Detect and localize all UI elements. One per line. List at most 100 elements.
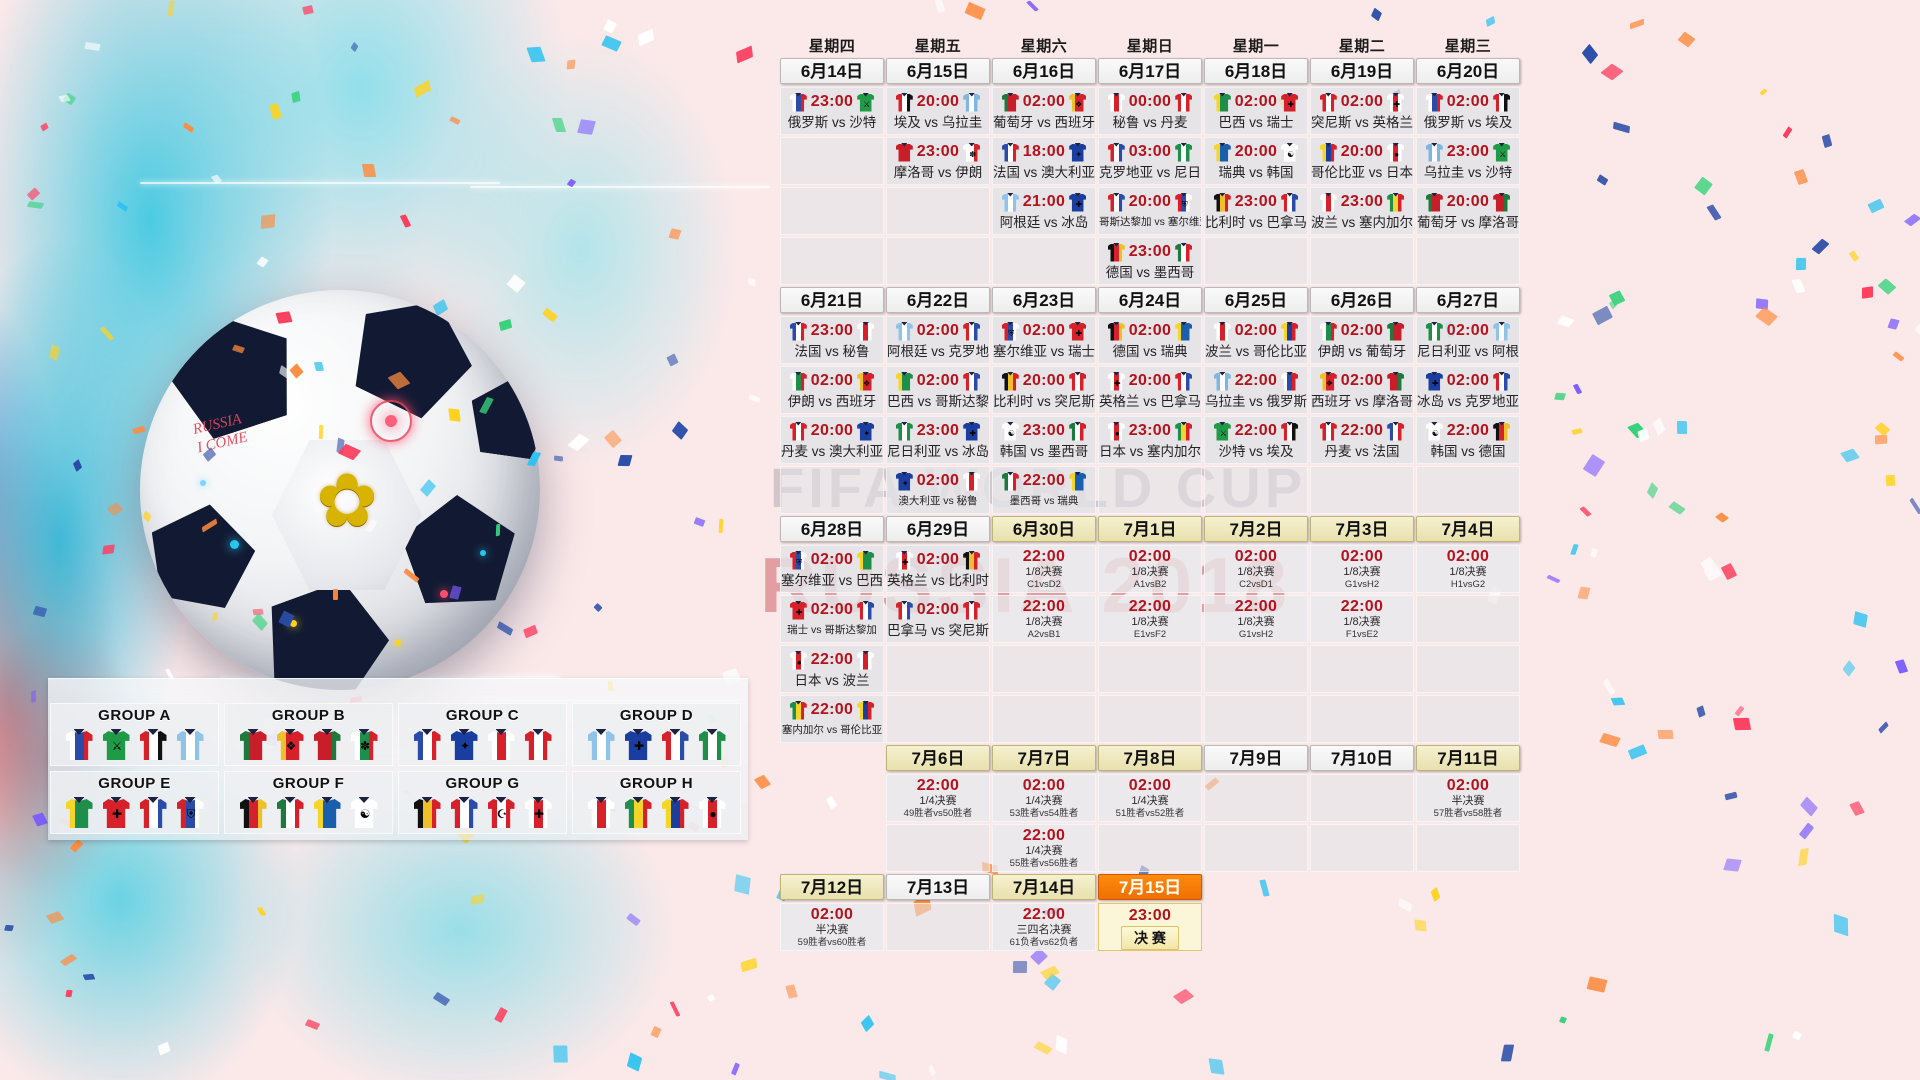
date-button[interactable]: 6月17日	[1098, 58, 1202, 84]
match-cell[interactable]: 20:00 ⛨ 哥斯达黎加 vs 塞尔维亚	[1098, 187, 1202, 235]
date-button[interactable]: 6月14日	[780, 58, 884, 84]
match-cell[interactable]: 23:00 ⚔ 俄罗斯 vs 沙特	[780, 87, 884, 135]
date-button[interactable]: 6月25日	[1204, 287, 1308, 313]
match-cell[interactable]: 23:00 德国 vs 墨西哥	[1098, 237, 1202, 285]
date-button[interactable]: 7月6日	[886, 745, 990, 771]
date-button[interactable]: 7月15日	[1098, 874, 1202, 900]
match-cell[interactable]: 22:00 乌拉圭 vs 俄罗斯	[1204, 366, 1308, 414]
date-button[interactable]: 6月27日	[1416, 287, 1520, 313]
knockout-match-cell[interactable]: 22:00 1/8决赛 E1vsF2	[1098, 595, 1202, 643]
group-box[interactable]: GROUP D ✚	[572, 703, 741, 766]
group-box[interactable]: GROUP F ☯	[224, 771, 393, 834]
final-match-cell[interactable]: 23:00 决 赛	[1098, 903, 1202, 951]
date-button[interactable]: 6月18日	[1204, 58, 1308, 84]
knockout-match-cell[interactable]: 02:00 1/4决赛 51胜者vs52胜者	[1098, 774, 1202, 822]
match-cell[interactable]: 23:00 波兰 vs 塞内加尔	[1310, 187, 1414, 235]
knockout-match-cell[interactable]: 02:00 1/8决赛 H1vsG2	[1416, 545, 1520, 593]
date-button[interactable]: 6月23日	[992, 287, 1096, 313]
group-box[interactable]: GROUP B ❖ ✽	[224, 703, 393, 766]
match-cell[interactable]: 02:00 俄罗斯 vs 埃及	[1416, 87, 1520, 135]
knockout-match-cell[interactable]: 02:00 1/8决赛 C2vsD1	[1204, 545, 1308, 593]
date-button[interactable]: 7月7日	[992, 745, 1096, 771]
match-cell[interactable]: ⛨ 02:00 塞尔维亚 vs 巴西	[780, 545, 884, 593]
date-button[interactable]: 7月9日	[1204, 745, 1308, 771]
match-cell[interactable]: 21:00 ✚ 阿根廷 vs 冰岛	[992, 187, 1096, 235]
match-cell[interactable]: ⚔ 22:00 沙特 vs 埃及	[1204, 416, 1308, 464]
group-box[interactable]: GROUP A ⚔	[50, 703, 219, 766]
match-cell[interactable]: ✦ 02:00 澳大利亚 vs 秘鲁	[886, 466, 990, 514]
match-cell[interactable]: 02:00 伊朗 vs 葡萄牙	[1310, 316, 1414, 364]
knockout-match-cell[interactable]: 22:00 1/8决赛 C1vsD2	[992, 545, 1096, 593]
match-cell[interactable]: 20:00 ● 哥伦比亚 vs 日本	[1310, 137, 1414, 185]
match-cell[interactable]: ✚ 02:00 瑞士 vs 哥斯达黎加	[780, 595, 884, 643]
match-cell[interactable]: 20:00 葡萄牙 vs 摩洛哥	[1416, 187, 1520, 235]
match-cell[interactable]: 18:00 ✦ 法国 vs 澳大利亚	[992, 137, 1096, 185]
match-cell[interactable]: ✚ 20:00 英格兰 vs 巴拿马	[1098, 366, 1202, 414]
match-cell[interactable]: 02:00 ❖ 伊朗 vs 西班牙	[780, 366, 884, 414]
match-cell[interactable]: 22:00 塞内加尔 vs 哥伦比亚	[780, 695, 884, 743]
date-button[interactable]: 7月4日	[1416, 516, 1520, 542]
match-cell[interactable]: 02:00 ✚ 突尼斯 vs 英格兰	[1310, 87, 1414, 135]
match-cell[interactable]: ● 22:00 日本 vs 波兰	[780, 645, 884, 693]
date-button[interactable]: 6月19日	[1310, 58, 1414, 84]
match-cell[interactable]: 00:00 秘鲁 vs 丹麦	[1098, 87, 1202, 135]
knockout-match-cell[interactable]: 02:00 1/8决赛 G1vsH2	[1310, 545, 1414, 593]
group-box[interactable]: GROUP H ●	[572, 771, 741, 834]
date-button[interactable]: 7月10日	[1310, 745, 1414, 771]
group-box[interactable]: GROUP E ✚ ⛨	[50, 771, 219, 834]
knockout-match-cell[interactable]: 02:00 半决赛 57胜者vs58胜者	[1416, 774, 1520, 822]
match-cell[interactable]: ☯ 23:00 韩国 vs 墨西哥	[992, 416, 1096, 464]
date-button[interactable]: 6月21日	[780, 287, 884, 313]
match-cell[interactable]: 23:00 ✽ 摩洛哥 vs 伊朗	[886, 137, 990, 185]
match-cell[interactable]: 02:00 ❖ 葡萄牙 vs 西班牙	[992, 87, 1096, 135]
date-button[interactable]: 7月14日	[992, 874, 1096, 900]
match-cell[interactable]: 02:00 尼日利亚 vs 阿根廷	[1416, 316, 1520, 364]
date-button[interactable]: 6月16日	[992, 58, 1096, 84]
match-cell[interactable]: 23:00 比利时 vs 巴拿马	[1204, 187, 1308, 235]
knockout-match-cell[interactable]: 02:00 半决赛 59胜者vs60胜者	[780, 903, 884, 951]
date-button[interactable]: 7月12日	[780, 874, 884, 900]
match-cell[interactable]: 22:00 丹麦 vs 法国	[1310, 416, 1414, 464]
match-cell[interactable]: 02:00 巴西 vs 哥斯达黎加	[886, 366, 990, 414]
match-cell[interactable]: 23:00 法国 vs 秘鲁	[780, 316, 884, 364]
match-cell[interactable]: 02:00 德国 vs 瑞典	[1098, 316, 1202, 364]
date-button[interactable]: 7月8日	[1098, 745, 1202, 771]
date-button[interactable]: 6月20日	[1416, 58, 1520, 84]
match-cell[interactable]: ⛨ 02:00 ✚ 塞尔维亚 vs 瑞士	[992, 316, 1096, 364]
group-box[interactable]: GROUP C ✦	[398, 703, 567, 766]
match-cell[interactable]: 20:00 埃及 vs 乌拉圭	[886, 87, 990, 135]
match-cell[interactable]: 22:00 墨西哥 vs 瑞典	[992, 466, 1096, 514]
knockout-match-cell[interactable]: 22:00 1/4决赛 49胜者vs50胜者	[886, 774, 990, 822]
match-cell[interactable]: ✚ 02:00 冰岛 vs 克罗地亚	[1416, 366, 1520, 414]
date-button[interactable]: 7月13日	[886, 874, 990, 900]
date-button[interactable]: 6月26日	[1310, 287, 1414, 313]
match-cell[interactable]: 20:00 ☯ 瑞典 vs 韩国	[1204, 137, 1308, 185]
date-button[interactable]: 7月1日	[1098, 516, 1202, 542]
date-button[interactable]: 6月22日	[886, 287, 990, 313]
knockout-match-cell[interactable]: 22:00 1/4决赛 55胜者vs56胜者	[992, 824, 1096, 872]
date-button[interactable]: 7月11日	[1416, 745, 1520, 771]
date-button[interactable]: 7月3日	[1310, 516, 1414, 542]
match-cell[interactable]: ☯ 22:00 韩国 vs 德国	[1416, 416, 1520, 464]
match-cell[interactable]: 03:00 克罗地亚 vs 尼日利亚	[1098, 137, 1202, 185]
knockout-match-cell[interactable]: 22:00 1/8决赛 G1vsH2	[1204, 595, 1308, 643]
match-cell[interactable]: 20:00 ✦ 丹麦 vs 澳大利亚	[780, 416, 884, 464]
match-cell[interactable]: 02:00 巴拿马 vs 突尼斯	[886, 595, 990, 643]
date-button[interactable]: 7月2日	[1204, 516, 1308, 542]
knockout-match-cell[interactable]: 02:00 1/4决赛 53胜者vs54胜者	[992, 774, 1096, 822]
match-cell[interactable]: 02:00 ✚ 巴西 vs 瑞士	[1204, 87, 1308, 135]
match-cell[interactable]: 20:00 比利时 vs 突尼斯	[992, 366, 1096, 414]
match-cell[interactable]: 02:00 波兰 vs 哥伦比亚	[1204, 316, 1308, 364]
knockout-match-cell[interactable]: 22:00 1/8决赛 A2vsB1	[992, 595, 1096, 643]
knockout-match-cell[interactable]: 22:00 1/8决赛 F1vsE2	[1310, 595, 1414, 643]
match-cell[interactable]: 23:00 ⚔ 乌拉圭 vs 沙特	[1416, 137, 1520, 185]
date-button[interactable]: 6月24日	[1098, 287, 1202, 313]
group-box[interactable]: GROUP G ☪ ✚	[398, 771, 567, 834]
match-cell[interactable]: ● 23:00 日本 vs 塞内加尔	[1098, 416, 1202, 464]
match-cell[interactable]: 23:00 ✚ 尼日利亚 vs 冰岛	[886, 416, 990, 464]
date-button[interactable]: 6月30日	[992, 516, 1096, 542]
match-cell[interactable]: 02:00 阿根廷 vs 克罗地亚	[886, 316, 990, 364]
knockout-match-cell[interactable]: 22:00 三四名决赛 61负者vs62负者	[992, 903, 1096, 951]
match-cell[interactable]: ❖ 02:00 西班牙 vs 摩洛哥	[1310, 366, 1414, 414]
date-button[interactable]: 6月15日	[886, 58, 990, 84]
